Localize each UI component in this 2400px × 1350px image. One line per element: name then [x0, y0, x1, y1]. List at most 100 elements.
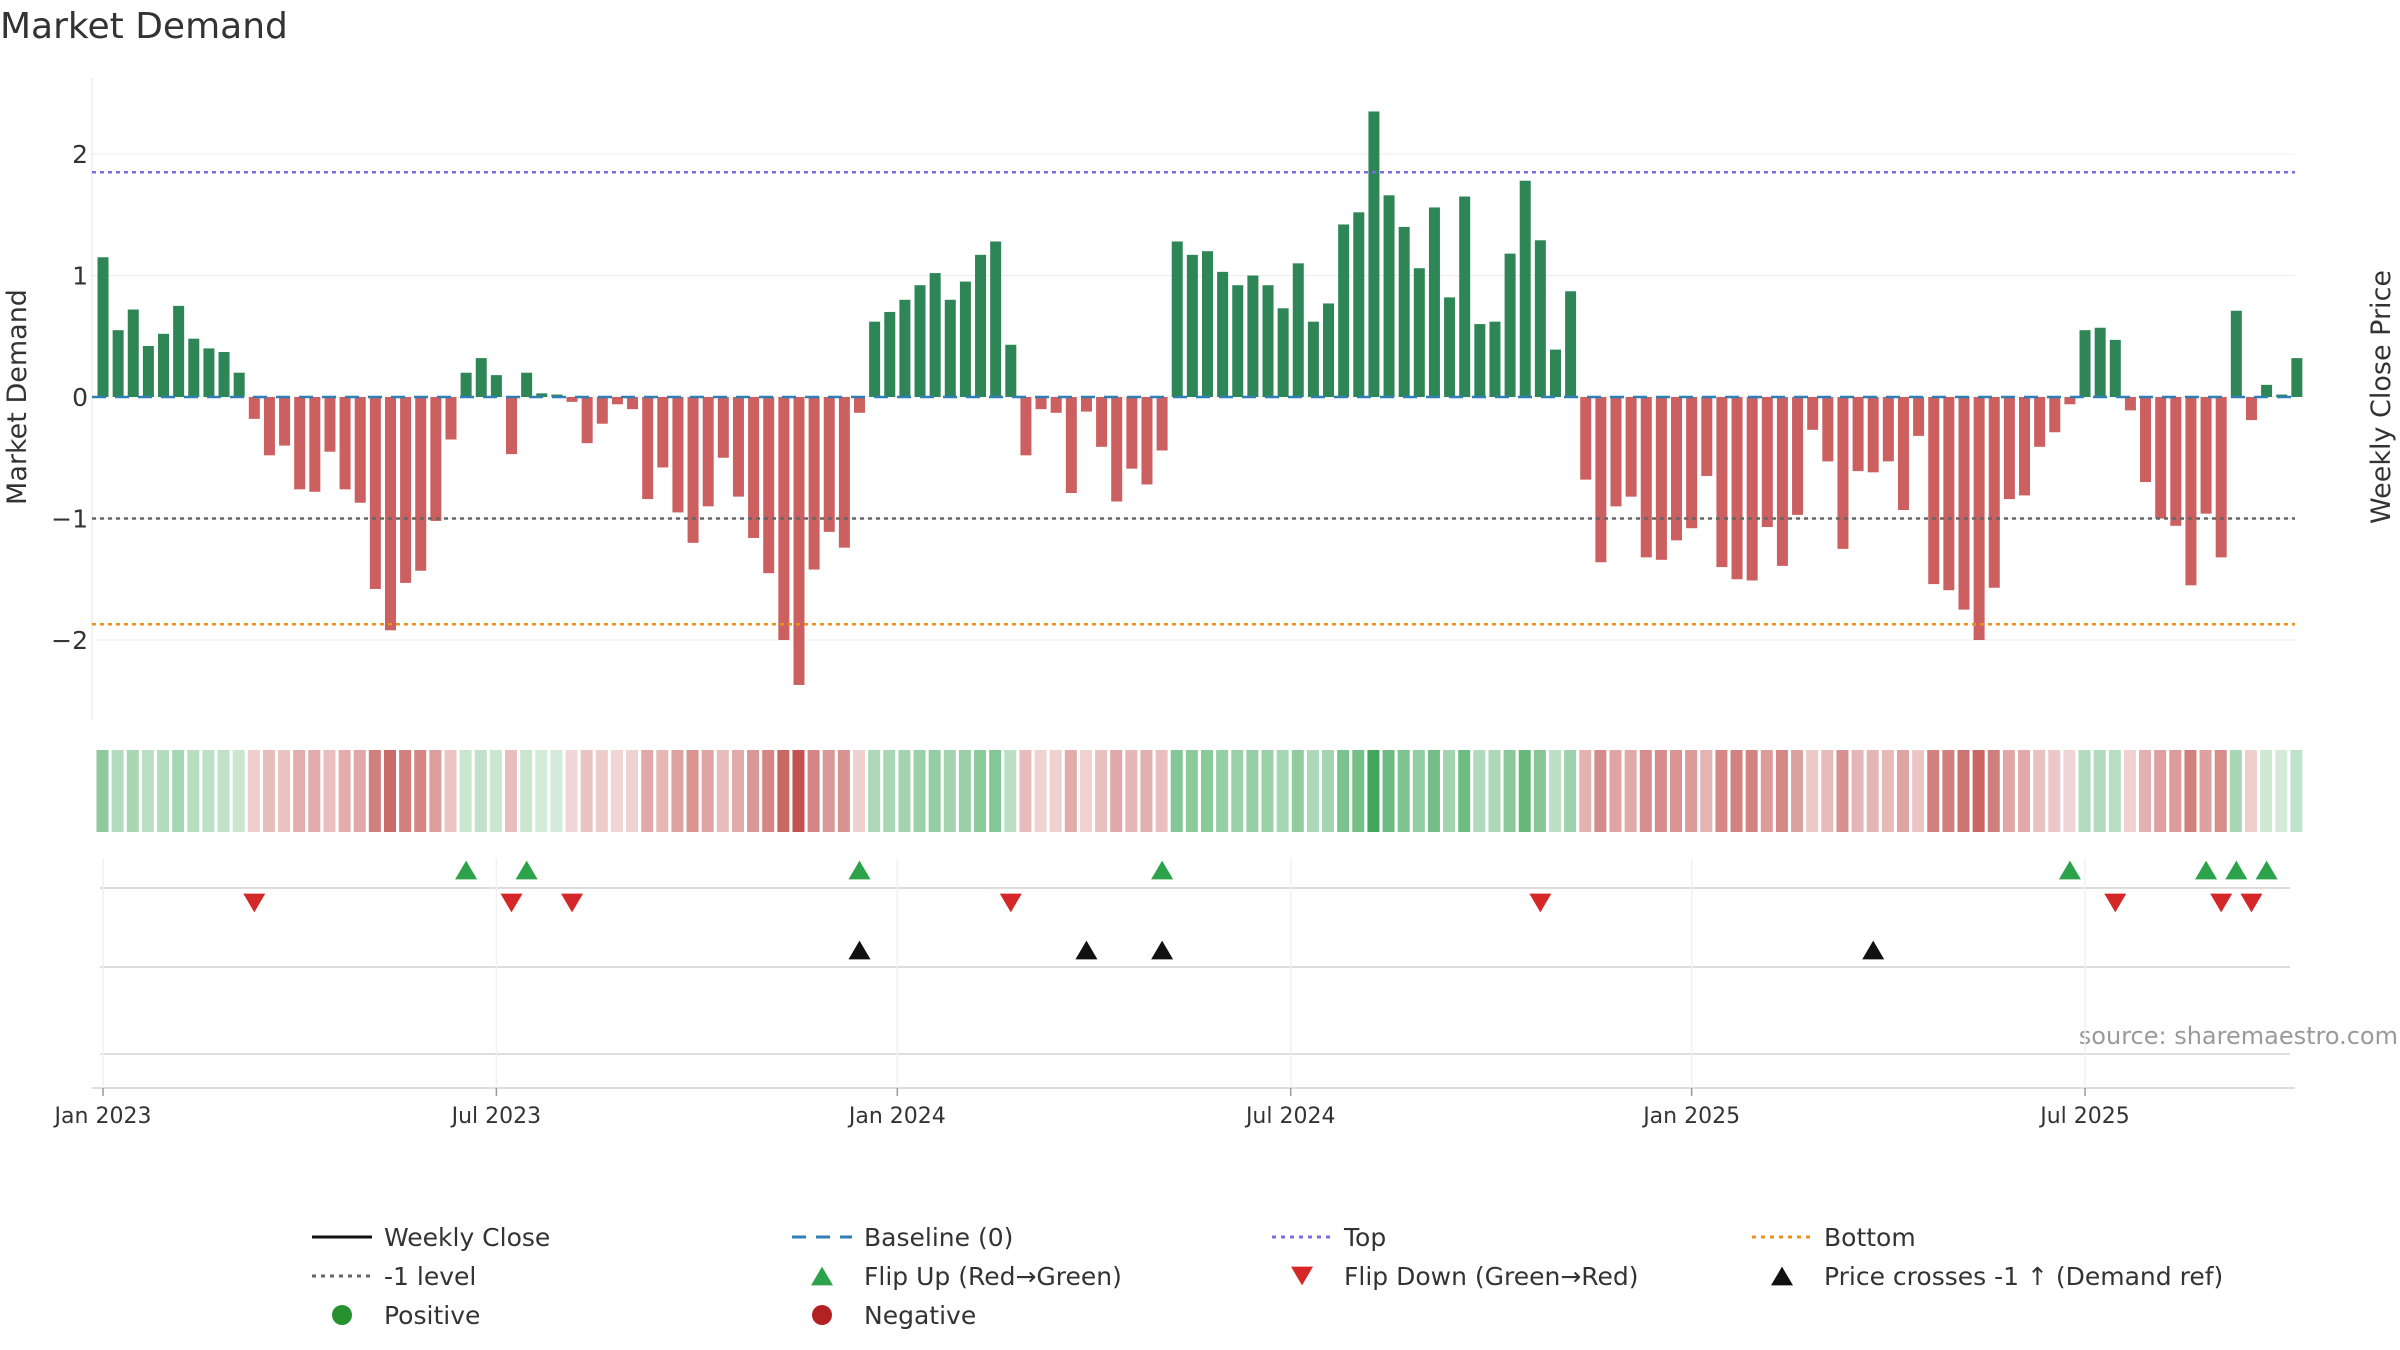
heat-cell [1912, 750, 1925, 832]
legend-swatch [332, 1305, 352, 1325]
heat-cell [2078, 750, 2091, 832]
heat-cell [247, 750, 260, 832]
flip-down-marker [2104, 893, 2127, 913]
demand-bar [1050, 397, 1062, 413]
demand-bar [475, 358, 487, 397]
legend-item: Positive [332, 1301, 480, 1330]
demand-bar [2291, 358, 2303, 397]
heat-cell [928, 750, 941, 832]
heat-cell [1276, 750, 1289, 832]
heat-cell [308, 750, 321, 832]
heat-cell [958, 750, 971, 832]
heat-cell [731, 750, 744, 832]
heat-cell [1352, 750, 1365, 832]
legend-item: Weekly Close [312, 1223, 550, 1252]
heat-cell [943, 750, 956, 832]
legend-label: Price crosses -1 ↑ (Demand ref) [1824, 1262, 2223, 1291]
heat-cell [671, 750, 684, 832]
heat-cell [2154, 750, 2167, 832]
heat-cell [1473, 750, 1486, 832]
source-attribution: source: sharemaestro.com [2079, 1022, 2398, 1050]
demand-bar [127, 309, 139, 397]
demand-bar [2019, 397, 2031, 496]
demand-bar [1383, 195, 1395, 397]
demand-bar [2094, 327, 2106, 397]
demand-bar [279, 397, 291, 446]
heat-cell [1700, 750, 1713, 832]
demand-bar [1867, 397, 1879, 473]
demand-bar [2200, 397, 2212, 514]
heat-cell [550, 750, 563, 832]
heat-cell [2244, 750, 2257, 832]
demand-bar [1080, 397, 1092, 412]
heat-cell [1004, 750, 1017, 832]
heat-cell [1155, 750, 1168, 832]
demand-bar [823, 397, 835, 532]
x-tick-label: Jan 2024 [847, 1104, 946, 1129]
demand-bar [1459, 196, 1471, 397]
legend-swatch [811, 1266, 833, 1286]
heat-cell [157, 750, 170, 832]
heat-cell [1972, 750, 1985, 832]
demand-bar [1186, 254, 1198, 397]
heat-cell [1775, 750, 1788, 832]
heat-cell [2108, 750, 2121, 832]
heat-cell [777, 750, 790, 832]
demand-bar [263, 397, 275, 456]
demand-bar [1292, 263, 1304, 397]
demand-bar [1746, 397, 1758, 581]
demand-bar [642, 397, 654, 500]
legend-label: Positive [384, 1301, 480, 1330]
heat-cell [1185, 750, 1198, 832]
demand-bar [2185, 397, 2197, 586]
demand-bar [611, 397, 623, 405]
legend-label: Baseline (0) [864, 1223, 1013, 1252]
demand-bar [1217, 271, 1229, 397]
heat-cell [323, 750, 336, 832]
demand-bar [369, 397, 381, 589]
demand-bar [1201, 251, 1213, 397]
heat-cell [868, 750, 881, 832]
demand-bar [2155, 397, 2167, 519]
demand-bar [1716, 397, 1728, 568]
heat-cell [595, 750, 608, 832]
demand-bar [914, 285, 926, 397]
flip-up-marker [1151, 860, 1174, 880]
flip-up-marker [2225, 860, 2248, 880]
heat-cell [1034, 750, 1047, 832]
heat-cell [2214, 750, 2227, 832]
demand-bar [1655, 397, 1667, 560]
demand-bar [1338, 224, 1350, 397]
demand-bar [763, 397, 775, 574]
demand-bar [1580, 397, 1592, 480]
heat-cell [217, 750, 230, 832]
demand-bar [1792, 397, 1804, 515]
demand-bar [1126, 397, 1138, 469]
flip-up-marker [2255, 860, 2278, 880]
demand-bar [657, 397, 669, 468]
demand-bar [1368, 111, 1380, 397]
heat-cell [338, 750, 351, 832]
demand-bar [1761, 397, 1773, 528]
demand-bar [142, 345, 154, 397]
heat-cell [1957, 750, 1970, 832]
demand-bar [1519, 180, 1531, 397]
flip-up-marker [848, 860, 871, 880]
heat-cell [626, 750, 639, 832]
heat-cell [1564, 750, 1577, 832]
heat-cell [641, 750, 654, 832]
x-tick-label: Jul 2025 [2038, 1104, 2130, 1129]
demand-bar [112, 330, 124, 397]
heat-cell [2260, 750, 2273, 832]
heat-cell [1791, 750, 1804, 832]
demand-bar [1428, 207, 1440, 397]
demand-bar [1096, 397, 1108, 447]
demand-bar [97, 257, 109, 397]
demand-bar [1610, 397, 1622, 507]
demand-bar [173, 305, 185, 397]
demand-bar [793, 397, 805, 685]
legend-label: Flip Up (Red→Green) [864, 1262, 1122, 1291]
legend-item: Flip Down (Green→Red) [1291, 1262, 1639, 1291]
demand-bar [1307, 321, 1319, 397]
heat-cell [656, 750, 669, 832]
